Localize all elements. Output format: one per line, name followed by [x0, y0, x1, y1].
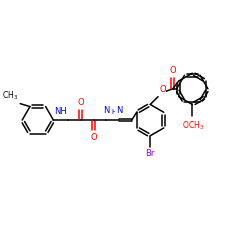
Text: N: N	[103, 106, 110, 115]
Text: Br: Br	[146, 150, 155, 158]
Text: O: O	[78, 98, 84, 108]
Text: CH$_3$: CH$_3$	[2, 89, 18, 102]
Text: N: N	[116, 106, 122, 115]
Text: O: O	[90, 133, 97, 142]
Text: O: O	[159, 85, 166, 94]
Text: OCH$_3$: OCH$_3$	[182, 119, 204, 132]
Text: H: H	[111, 109, 116, 115]
Text: NH: NH	[54, 107, 67, 116]
Text: O: O	[170, 66, 176, 75]
